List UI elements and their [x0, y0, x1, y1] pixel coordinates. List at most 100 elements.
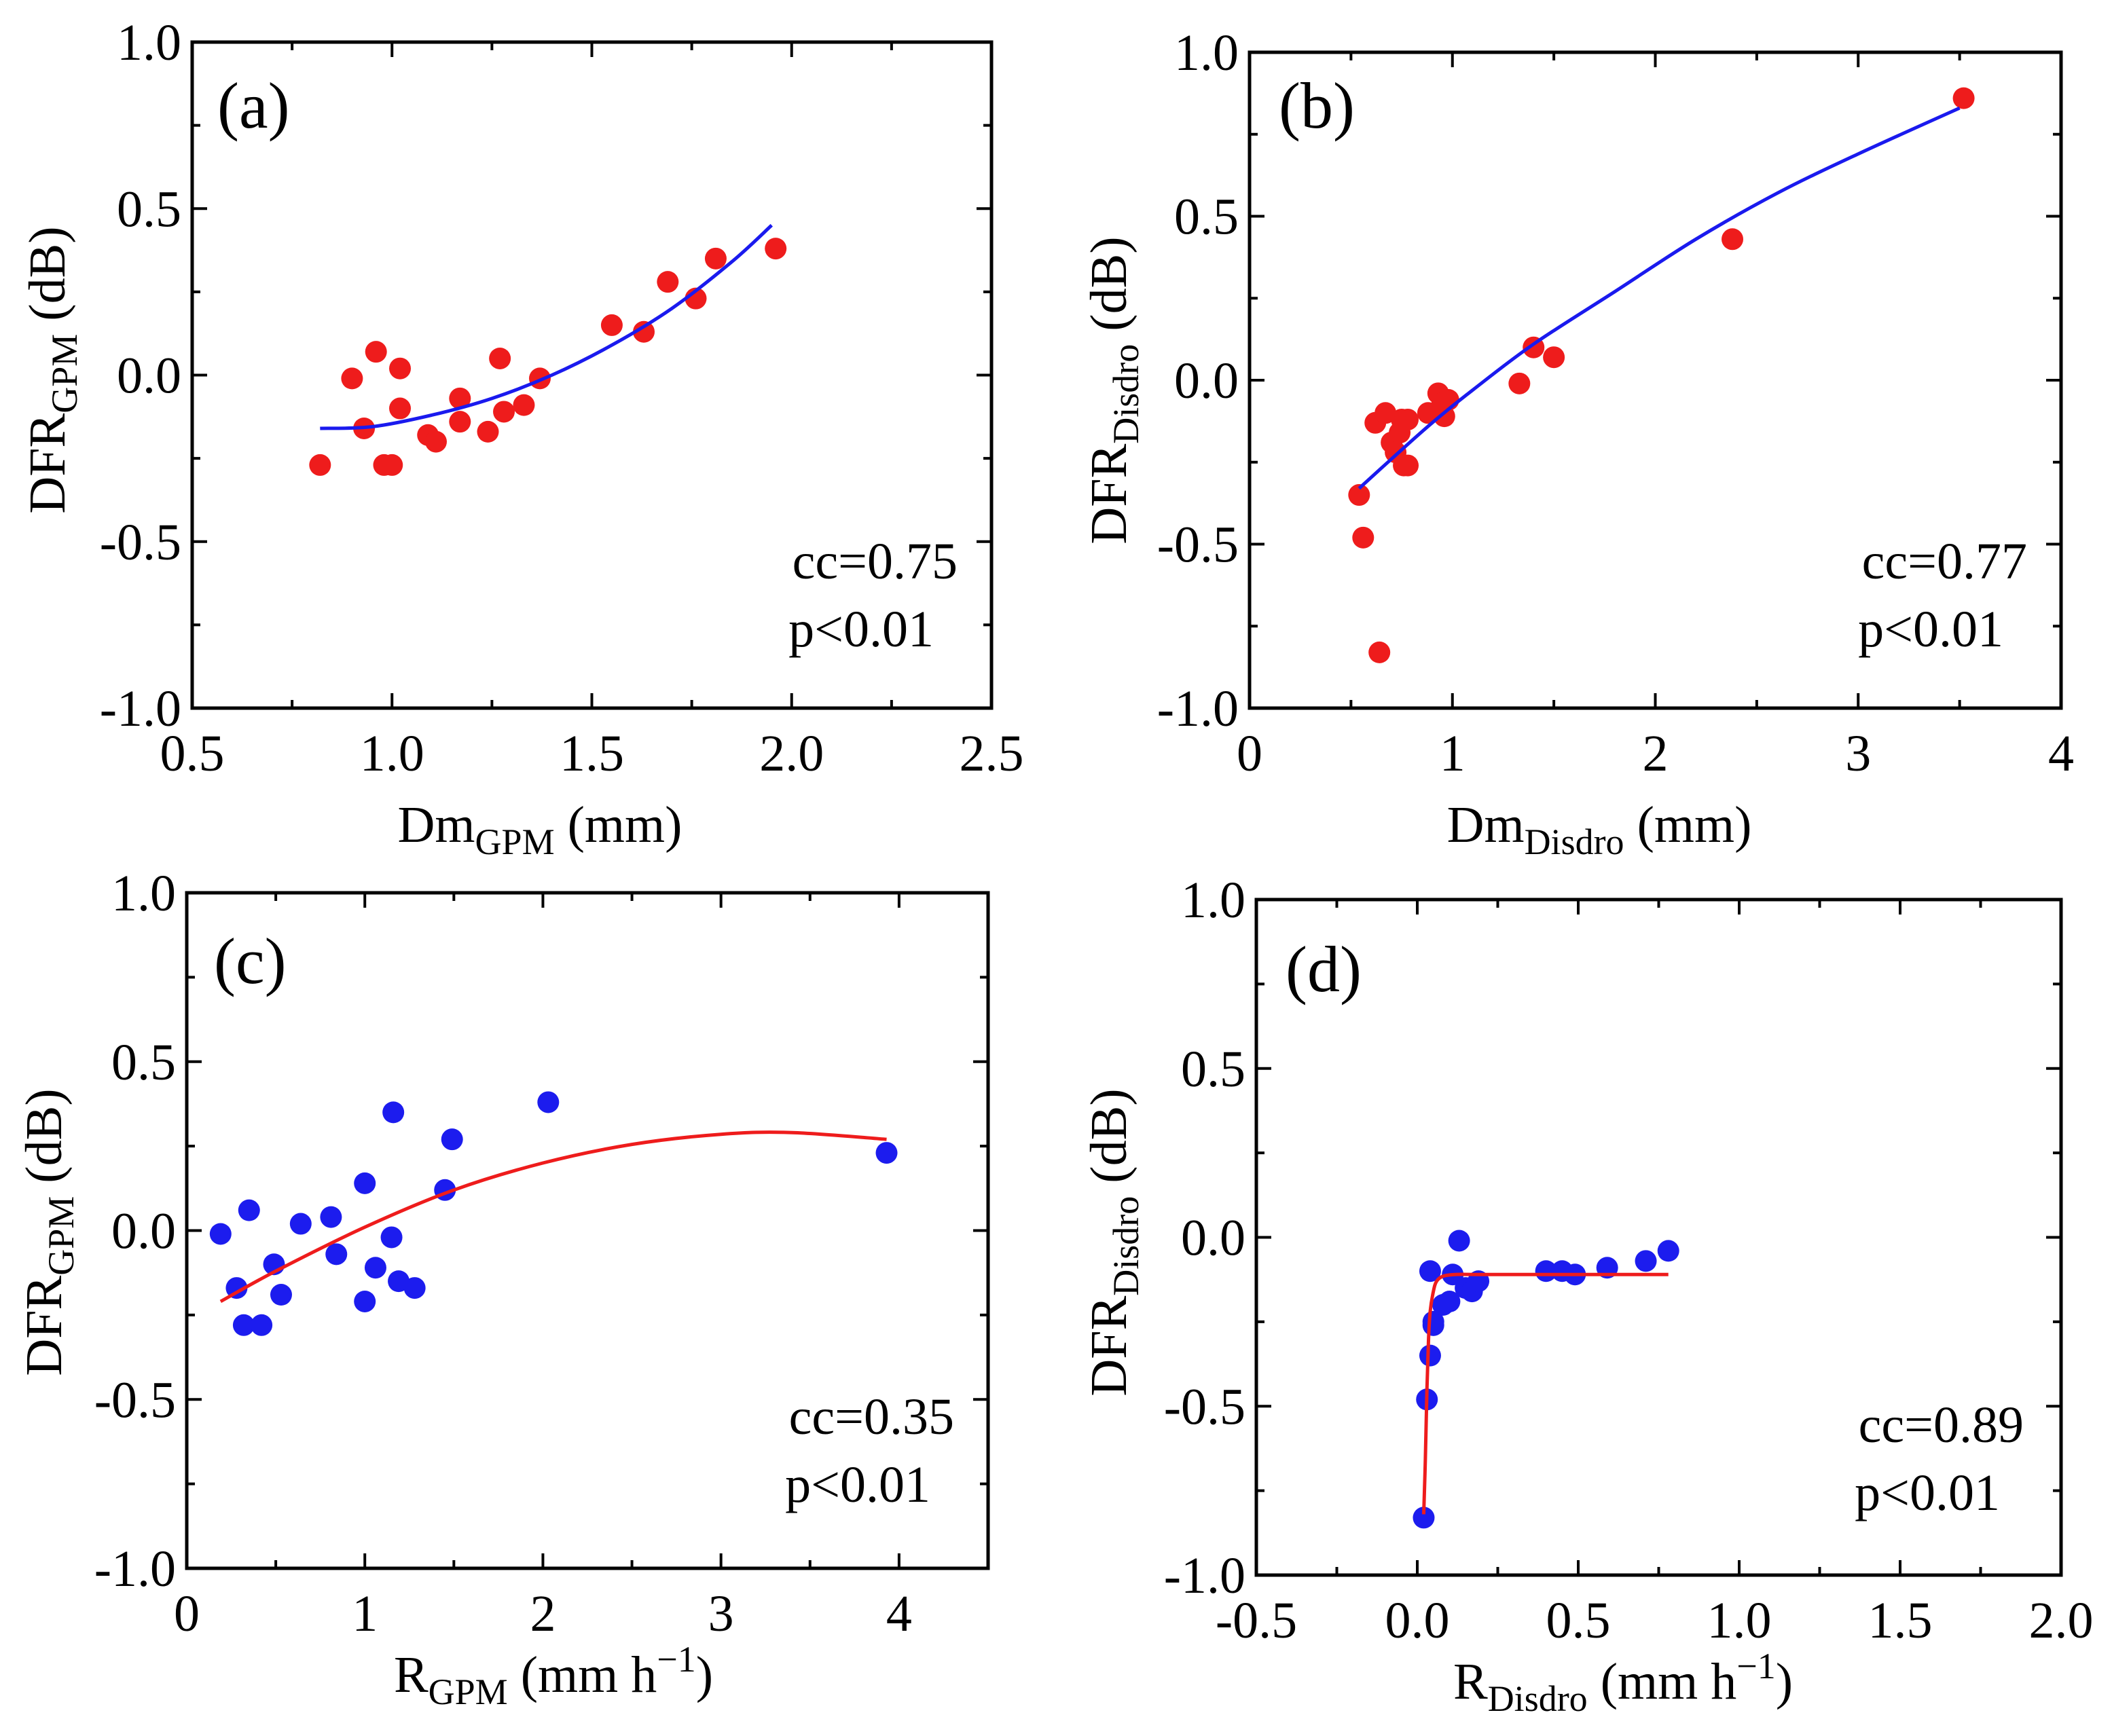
data-point	[875, 1142, 898, 1164]
data-point	[1508, 372, 1531, 394]
y-tick-label: 1.0	[1174, 24, 1239, 81]
data-point	[633, 320, 655, 343]
cc-annotation: cc=0.35	[789, 1388, 954, 1445]
data-point	[1722, 228, 1744, 251]
data-point	[537, 1091, 560, 1113]
x-axis-label: RGPM (mm h−1)	[394, 1639, 713, 1712]
panel-label: (b)	[1279, 69, 1355, 142]
y-tick-label: -0.5	[94, 1371, 176, 1428]
data-point	[365, 341, 387, 363]
data-point	[1422, 1314, 1444, 1336]
data-point	[1348, 484, 1370, 506]
x-tick-label: 4	[886, 1585, 912, 1642]
panel-d: (d) cc=0.89 p<0.01 RDisdro (mm h−1) DFRD…	[1080, 872, 2094, 1719]
panel-b: (b) cc=0.77 p<0.01 DmDisdro (mm) DFRDisd…	[1080, 24, 2074, 862]
data-point	[320, 1206, 342, 1228]
fit-curve	[219, 1130, 887, 1304]
p-annotation: p<0.01	[788, 601, 934, 658]
data-point	[477, 420, 499, 443]
data-point	[1657, 1240, 1679, 1262]
data-point	[449, 387, 471, 409]
y-tick-label: 0.0	[1174, 352, 1239, 409]
y-tick-label: 0.0	[117, 348, 181, 405]
x-axis-label: DmGPM (mm)	[398, 796, 682, 862]
data-point	[1397, 454, 1419, 477]
fit-curve	[1358, 106, 1961, 490]
y-tick-label: 1.0	[1181, 872, 1245, 929]
data-point	[364, 1257, 386, 1279]
data-point	[341, 367, 363, 390]
x-tick-label: 1.0	[360, 725, 424, 782]
data-point	[289, 1213, 312, 1235]
x-tick-label: 0.5	[1546, 1592, 1611, 1649]
y-axis-label: DFRGPM (dB)	[19, 226, 85, 513]
x-tick-label: 1	[1440, 725, 1465, 782]
cc-annotation: cc=0.77	[1862, 533, 2027, 590]
y-tick-label: 0.5	[111, 1034, 176, 1091]
fit-curve	[1421, 1272, 1669, 1515]
x-tick-label: -0.5	[1216, 1592, 1297, 1649]
x-tick-label: 1	[352, 1585, 378, 1642]
x-tick-label: 2.0	[2029, 1592, 2094, 1649]
data-point	[270, 1284, 292, 1306]
x-tick-label: 0	[174, 1585, 200, 1642]
data-point	[489, 347, 511, 369]
data-point	[209, 1223, 232, 1245]
y-tick-label: 0.5	[117, 181, 181, 238]
p-annotation: p<0.01	[785, 1456, 930, 1513]
data-point	[1352, 526, 1374, 549]
x-tick-label: 3	[708, 1585, 734, 1642]
data-point	[1535, 1260, 1557, 1282]
data-point	[1448, 1230, 1470, 1252]
data-point	[382, 1101, 405, 1124]
y-axis-label: DFRGPM (dB)	[16, 1088, 81, 1375]
x-tick-label: 2	[530, 1585, 556, 1642]
y-tick-label: 1.0	[111, 865, 176, 922]
data-point	[403, 1277, 426, 1299]
data-point	[325, 1243, 348, 1266]
data-point	[381, 454, 403, 476]
data-point	[354, 1172, 376, 1194]
x-tick-label: 1.0	[1707, 1592, 1772, 1649]
data-point	[1635, 1250, 1657, 1272]
panel-label: (d)	[1286, 933, 1362, 1005]
y-tick-label: -1.0	[94, 1540, 176, 1598]
data-point	[1433, 405, 1455, 428]
y-tick-label: -1.0	[1157, 680, 1239, 737]
fit-curve	[320, 223, 773, 430]
y-tick-label: 0.5	[1174, 189, 1239, 246]
x-tick-label: 2	[1643, 725, 1669, 782]
data-point	[1413, 1507, 1435, 1529]
y-tick-label: 0.5	[1181, 1041, 1245, 1098]
y-axis-label: DFRDisdro (dB)	[1080, 1088, 1146, 1396]
y-tick-label: -0.5	[1164, 1378, 1245, 1435]
data-point	[354, 1290, 376, 1312]
data-point	[765, 238, 787, 260]
data-point	[309, 454, 331, 476]
data-point	[1397, 408, 1419, 430]
data-point	[657, 271, 679, 293]
p-annotation: p<0.01	[1855, 1464, 2000, 1521]
y-tick-label: -1.0	[100, 680, 181, 737]
data-point	[1952, 87, 1975, 109]
x-tick-label: 2.5	[960, 725, 1024, 782]
x-tick-label: 0	[1237, 725, 1262, 782]
x-tick-label: 0.5	[160, 725, 225, 782]
panel-c: (c) cc=0.35 p<0.01 RGPM (mm h−1) DFRGPM …	[16, 865, 990, 1712]
data-point	[380, 1226, 403, 1249]
data-point	[600, 314, 623, 336]
data-point	[389, 357, 412, 380]
p-annotation: p<0.01	[1858, 601, 2003, 658]
data-point	[424, 430, 447, 453]
y-tick-label: 0.0	[111, 1203, 176, 1260]
data-point	[1419, 1344, 1441, 1367]
panel-label: (c)	[214, 925, 287, 997]
panel-a: (a) cc=0.75 p<0.01 DmGPM (mm) DFRGPM (dB…	[19, 14, 1024, 862]
data-point	[251, 1314, 273, 1336]
data-point	[225, 1277, 248, 1299]
data-point	[238, 1199, 260, 1221]
y-tick-label: -1.0	[1164, 1547, 1245, 1604]
panel-label: (a)	[217, 69, 290, 142]
